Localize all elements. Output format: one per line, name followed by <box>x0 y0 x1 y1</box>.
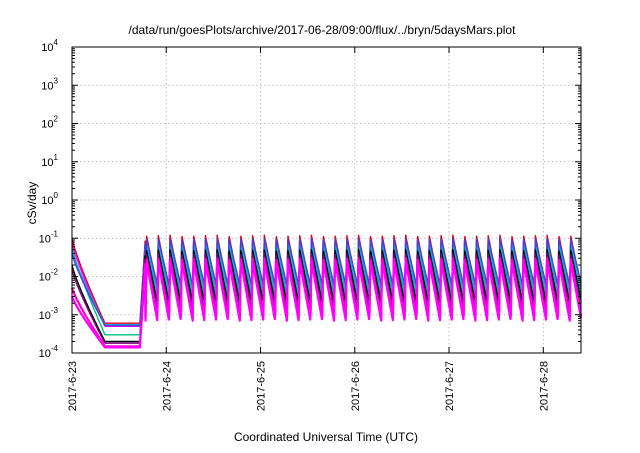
series-line-9 <box>70 260 583 349</box>
x-tick-label: 2017-6-27 <box>444 361 456 411</box>
x-axis-label: Coordinated Universal Time (UTC) <box>234 430 418 444</box>
x-tick-label: 2017-6-26 <box>350 361 362 411</box>
y-axis-label: cSv/day <box>25 182 39 225</box>
x-tick-label: 2017-6-23 <box>67 361 79 411</box>
y-tick-label: 102 <box>41 115 58 131</box>
x-tick-label: 2017-6-25 <box>256 361 268 411</box>
y-tick-label: 10-3 <box>39 306 59 322</box>
chart-title: /data/run/goesPlots/archive/2017-06-28/0… <box>129 23 517 37</box>
y-tick-label: 10-4 <box>39 344 59 360</box>
x-tick-label: 2017-6-24 <box>161 361 173 411</box>
y-tick-label: 104 <box>41 38 58 54</box>
x-tick-label: 2017-6-28 <box>538 361 550 411</box>
grid-layer <box>72 47 581 353</box>
y-tick-label: 10-1 <box>39 229 59 245</box>
y-tick-label: 10-2 <box>39 268 59 284</box>
tick-layer: 10-4 10-3 10-2 10-1 100 101 102 103 104 2017-6-23… <box>39 38 581 411</box>
y-tick-label: 100 <box>41 191 58 207</box>
y-tick-label: 101 <box>41 153 58 169</box>
series-layer <box>70 234 583 349</box>
y-tick-label: 103 <box>41 76 58 92</box>
